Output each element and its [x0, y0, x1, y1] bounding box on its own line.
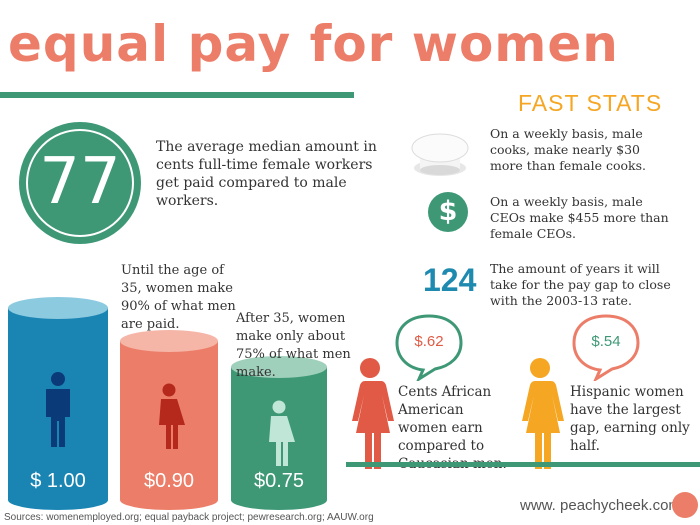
title-underline	[0, 92, 354, 98]
fast-stats-heading: FAST STATS	[518, 90, 663, 116]
cylinder-seventyfive-label: $0.75	[253, 470, 305, 492]
median-value: 77	[39, 145, 121, 219]
years-stat: The amount of years it will take for the…	[490, 261, 671, 308]
african-american-text: Cents African American women earn compar…	[398, 384, 507, 472]
man-icon	[46, 372, 70, 447]
median-circle-ring	[26, 129, 134, 237]
woman-icon	[522, 358, 564, 469]
african-american-amount: $.62	[414, 333, 444, 350]
woman-icon	[269, 400, 295, 466]
cylinder-dollar	[8, 297, 108, 510]
dollar-sign-icon: $	[428, 192, 468, 232]
page-title: equal pay for women	[8, 15, 619, 73]
years-value: 124	[423, 262, 477, 298]
median-circle: 77	[19, 122, 141, 244]
peach-dot-icon	[672, 492, 698, 518]
cylinder-ninety	[120, 330, 218, 510]
speech-bubble-icon	[572, 314, 640, 381]
hispanic-amount: $.54	[591, 333, 621, 350]
cylinder-dollar-label: $ 1.00	[30, 470, 86, 492]
woman-icon	[352, 358, 394, 469]
website-link[interactable]: www. peachycheek.com	[520, 497, 681, 514]
caption-over35: After 35, women make only about 75% of w…	[236, 311, 351, 380]
chef-hat-icon	[411, 133, 469, 176]
caption-under35: Until the age of 35, women make 90% of w…	[121, 263, 236, 332]
median-text: The average median amount in cents full-…	[156, 139, 377, 209]
cooks-stat: On a weekly basis, male cooks, make near…	[490, 126, 646, 173]
speech-bubble-icon	[395, 314, 463, 381]
cylinder-seventyfive	[231, 356, 327, 510]
sources-text: Sources: womenemployed.org; equal paybac…	[4, 512, 374, 523]
ceos-stat: On a weekly basis, male CEOs make $455 m…	[490, 194, 669, 241]
cylinder-ninety-label: $0.90	[143, 470, 195, 492]
bottom-rule	[346, 462, 700, 467]
woman-icon	[159, 383, 185, 449]
hispanic-text: Hispanic women have the largest gap, ear…	[570, 384, 690, 454]
